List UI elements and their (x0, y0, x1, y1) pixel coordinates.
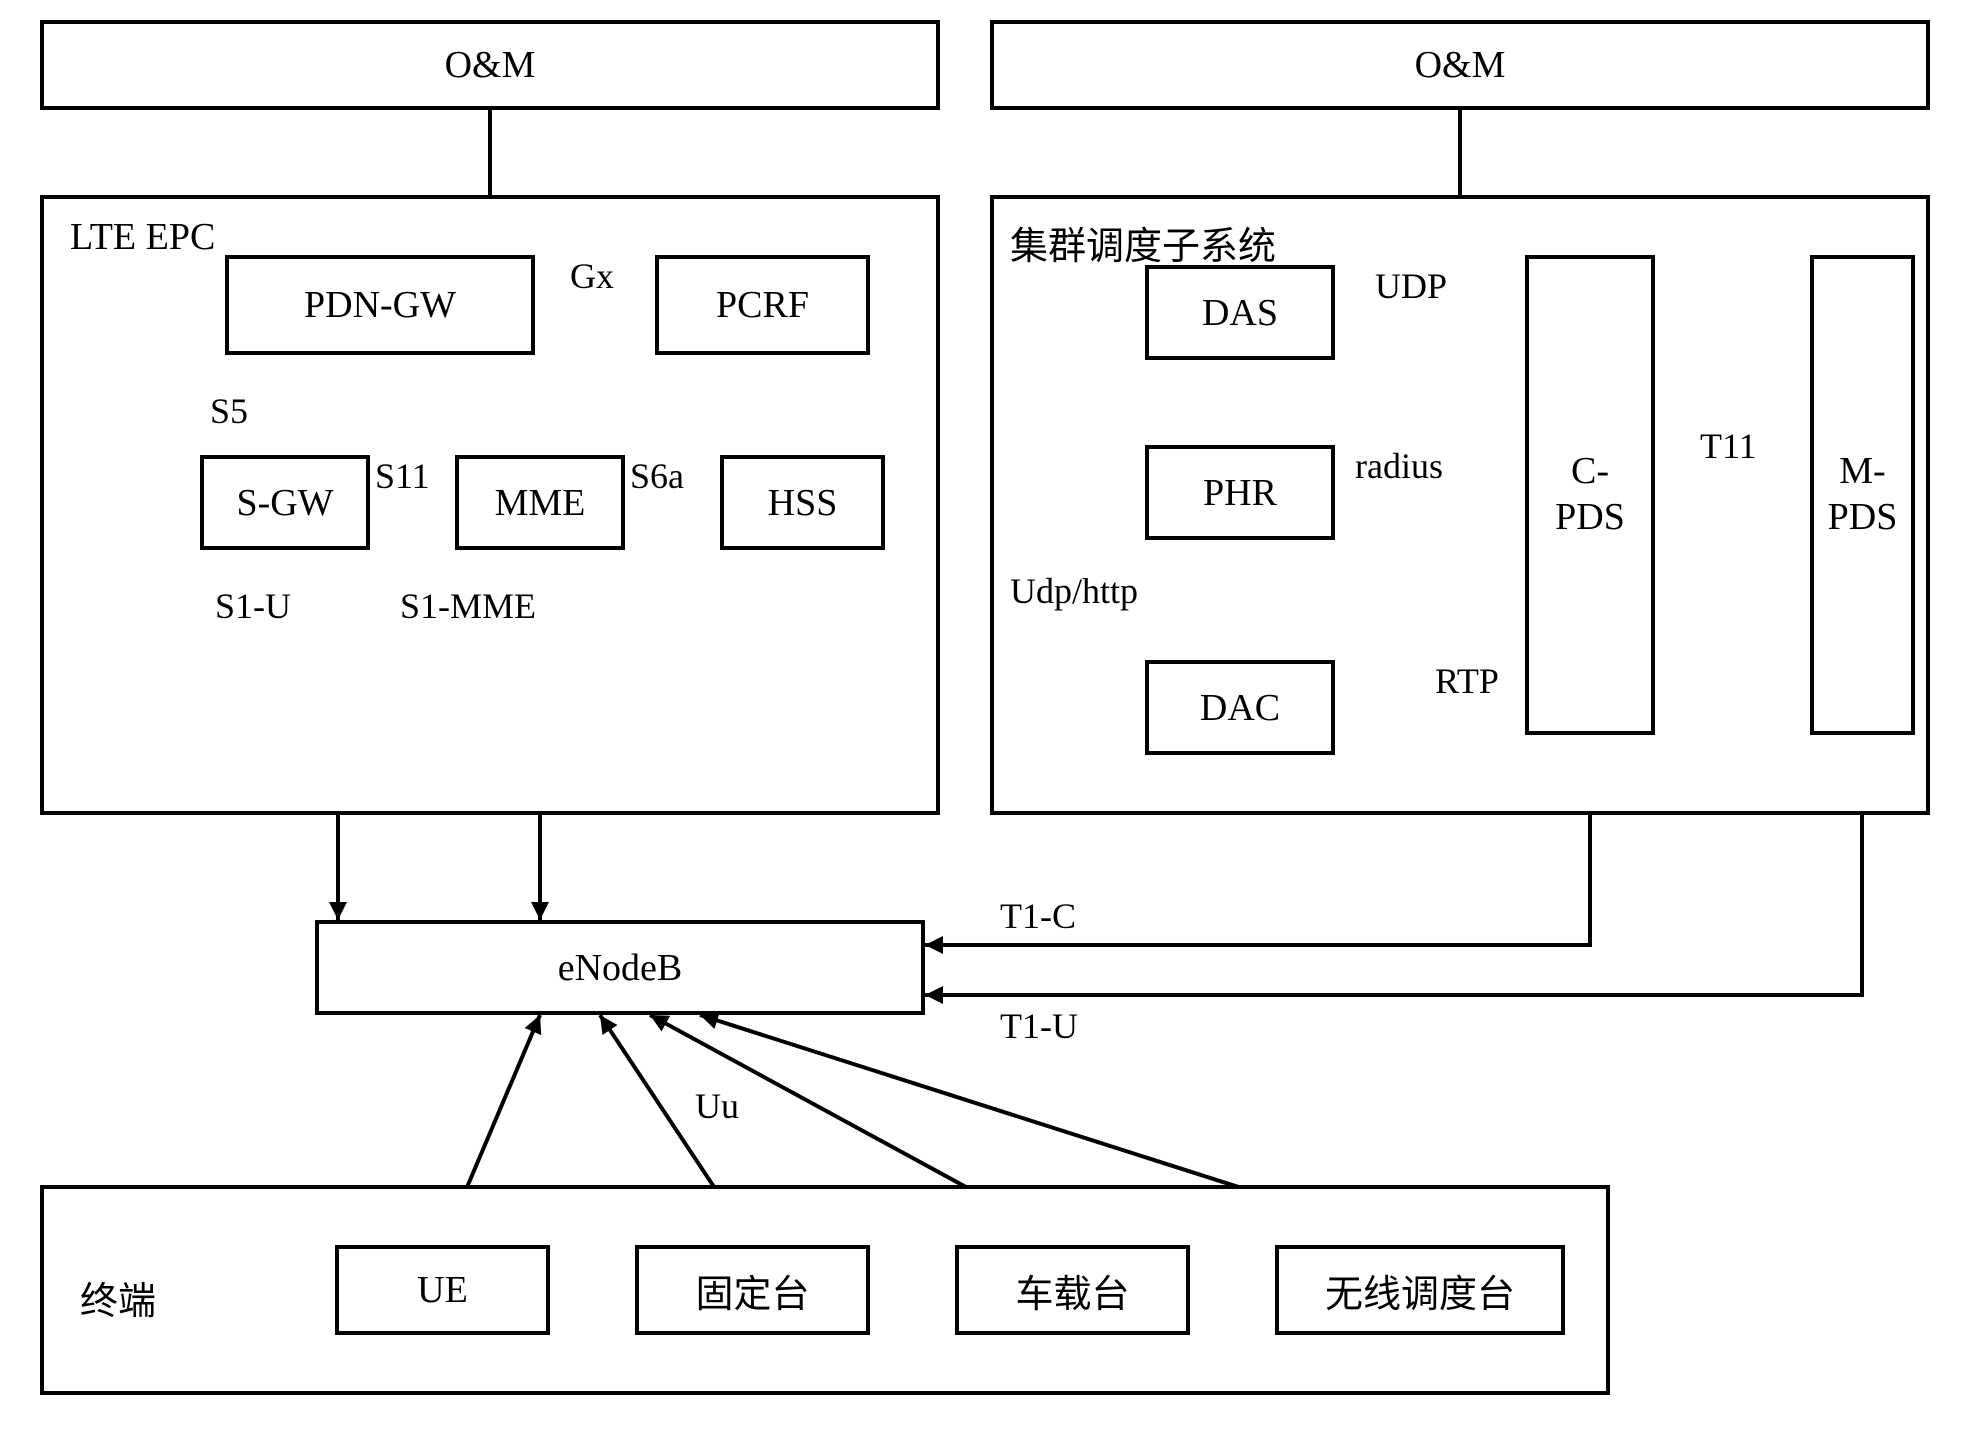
node-hss: HSS (720, 455, 885, 550)
node-om_right: O&M (990, 20, 1930, 110)
edge-label: radius (1355, 445, 1443, 487)
edge-label: T1-C (1000, 895, 1076, 937)
edge-label: T11 (1700, 425, 1757, 467)
edge-label: Uu (695, 1085, 739, 1127)
edge-label: 终端 (80, 1270, 156, 1325)
edge-label: S11 (375, 455, 430, 497)
edge-label: UDP (1375, 265, 1447, 307)
edge-label: S6a (630, 455, 684, 497)
edge-label: 集群调度子系统 (1010, 215, 1276, 270)
node-fixed: 固定台 (635, 1245, 870, 1335)
node-om_left: O&M (40, 20, 940, 110)
node-pcrf: PCRF (655, 255, 870, 355)
node-pdn_gw: PDN-GW (225, 255, 535, 355)
edge-label: Udp/http (1010, 570, 1138, 612)
node-cpds: C- PDS (1525, 255, 1655, 735)
edge-label: S5 (210, 390, 248, 432)
edge-label: S1-MME (400, 585, 536, 627)
edge-label: Gx (570, 255, 614, 297)
edge-label: RTP (1435, 660, 1499, 702)
node-mme: MME (455, 455, 625, 550)
node-car: 车载台 (955, 1245, 1190, 1335)
node-enodeb: eNodeB (315, 920, 925, 1015)
node-dac: DAC (1145, 660, 1335, 755)
node-s_gw: S-GW (200, 455, 370, 550)
node-das: DAS (1145, 265, 1335, 360)
edge-label: LTE EPC (70, 215, 215, 259)
edge-label: T1-U (1000, 1005, 1078, 1047)
edge-label: S1-U (215, 585, 291, 627)
node-cluster_box (990, 195, 1930, 815)
node-ue: UE (335, 1245, 550, 1335)
node-phr: PHR (1145, 445, 1335, 540)
node-wireless: 无线调度台 (1275, 1245, 1565, 1335)
node-mpds: M- PDS (1810, 255, 1915, 735)
